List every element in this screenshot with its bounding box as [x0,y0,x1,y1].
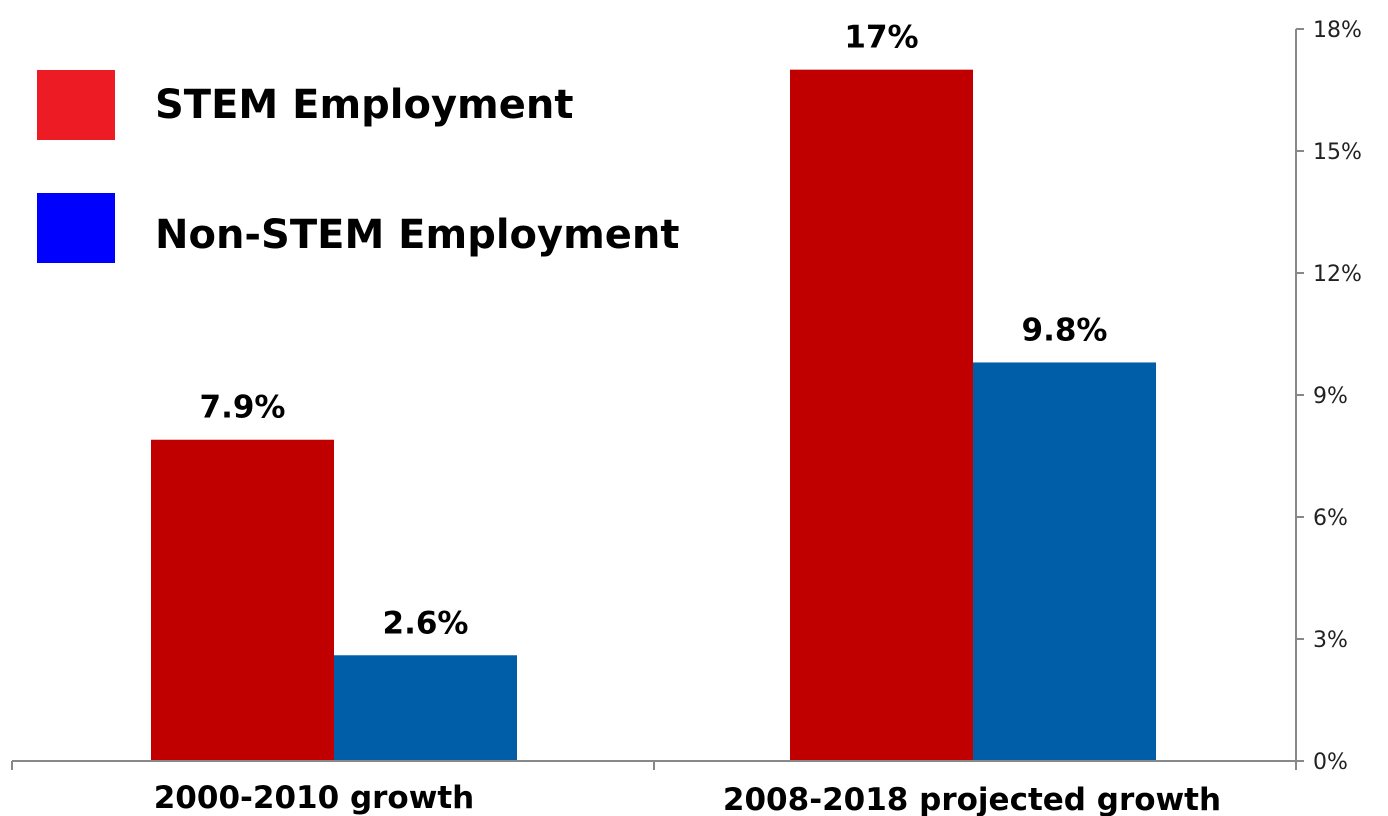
y-tick-label-15: 15% [1313,140,1362,165]
y-tick-label-12: 12% [1313,262,1362,287]
bars [151,69,1156,761]
y-tick-label-18: 18% [1313,18,1362,43]
bar-non-stem-2000-2010 [334,655,517,761]
y-axis: 0% 3% 6% 9% 12% 15% 18% [1295,18,1362,775]
data-label-stem-2000-2010: 7.9% [200,390,286,426]
y-tick-label-3: 3% [1313,628,1348,653]
data-label-non-stem-2008-2018: 9.8% [1022,312,1108,348]
legend-swatch-stem [37,70,115,140]
data-label-stem-2008-2018: 17% [844,20,918,56]
y-tick-label-0: 0% [1313,750,1348,775]
legend-label-non-stem: Non-STEM Employment [155,212,680,258]
x-tick-label-2000-2010: 2000-2010 growth [154,780,475,816]
legend: STEM Employment Non-STEM Employment [37,70,680,263]
bar-non-stem-2008-2018 [973,362,1156,761]
data-label-non-stem-2000-2010: 2.6% [383,605,469,641]
y-tick-label-9: 9% [1313,384,1348,409]
legend-label-stem: STEM Employment [155,82,573,128]
y-ticks: 0% 3% 6% 9% 12% 15% 18% [1296,18,1362,775]
x-tick-label-2008-2018: 2008-2018 projected growth [723,782,1221,816]
legend-swatch-non-stem [37,193,115,263]
x-axis: 2000-2010 growth 2008-2018 projected gro… [11,760,1297,816]
y-tick-label-6: 6% [1313,506,1348,531]
data-labels: 7.9% 2.6% 17% 9.8% [200,20,1108,642]
bar-stem-2008-2018 [790,69,973,761]
bar-stem-2000-2010 [151,439,334,761]
